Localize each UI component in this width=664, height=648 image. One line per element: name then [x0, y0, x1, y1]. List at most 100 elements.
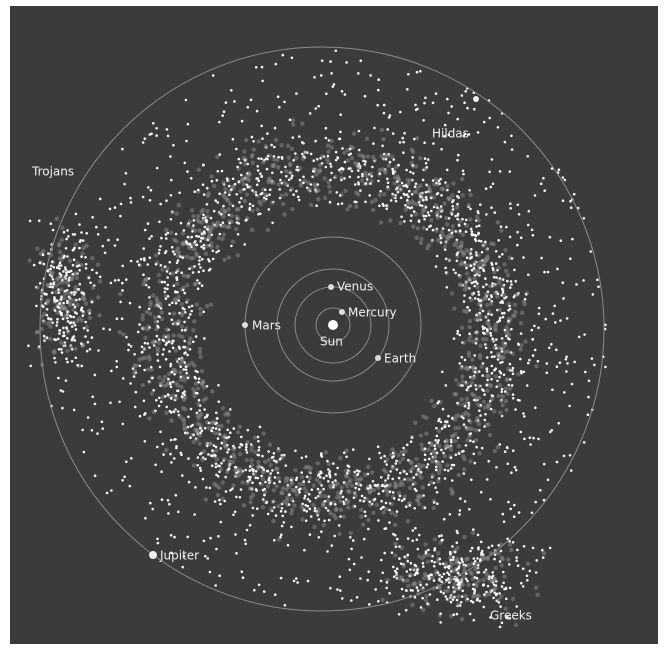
asteroid: [410, 562, 413, 565]
asteroid: [288, 170, 292, 174]
asteroid: [429, 441, 433, 445]
asteroid: [475, 235, 478, 238]
asteroid: [563, 455, 566, 458]
asteroid: [158, 221, 161, 224]
asteroid: [275, 514, 278, 517]
asteroid: [436, 207, 439, 210]
asteroid: [119, 301, 122, 304]
asteroid: [109, 402, 112, 405]
asteroid: [271, 519, 275, 523]
asteroid: [29, 365, 32, 368]
asteroid: [350, 156, 354, 160]
asteroid: [74, 242, 78, 246]
asteroid: [231, 447, 235, 451]
asteroid: [252, 507, 255, 510]
asteroid: [440, 421, 443, 424]
asteroid: [52, 351, 56, 355]
asteroid: [426, 602, 429, 605]
asteroid: [199, 432, 202, 435]
asteroid: [454, 551, 457, 554]
asteroid: [49, 271, 53, 275]
asteroid: [284, 192, 288, 196]
asteroid: [450, 234, 454, 238]
asteroid: [315, 477, 319, 481]
asteroid: [58, 348, 61, 351]
asteroid: [564, 179, 567, 182]
asteroid: [195, 253, 199, 257]
asteroid: [331, 481, 334, 484]
asteroid: [192, 363, 196, 367]
asteroid: [177, 259, 180, 262]
asteroid: [180, 324, 184, 328]
asteroid: [187, 340, 191, 344]
asteroid: [308, 470, 312, 474]
asteroid: [57, 242, 61, 246]
asteroid: [220, 213, 223, 216]
asteroid: [317, 474, 320, 477]
asteroid: [459, 362, 462, 365]
asteroid: [437, 429, 441, 433]
asteroid: [475, 331, 479, 335]
asteroid: [190, 208, 194, 212]
asteroid: [511, 384, 514, 387]
asteroid: [474, 297, 477, 300]
asteroid: [236, 430, 240, 434]
asteroid: [261, 80, 264, 83]
asteroid: [501, 350, 504, 353]
asteroid: [370, 470, 374, 474]
asteroid: [62, 276, 66, 280]
asteroid: [400, 216, 403, 219]
asteroid: [429, 480, 433, 484]
asteroid: [478, 312, 481, 315]
asteroid: [238, 180, 241, 183]
asteroid: [162, 348, 165, 351]
asteroid: [226, 451, 229, 454]
asteroid: [511, 597, 515, 601]
asteroid: [387, 163, 391, 167]
asteroid: [508, 338, 511, 341]
asteroid: [485, 389, 489, 393]
asteroid: [226, 429, 229, 432]
asteroid: [329, 470, 332, 473]
asteroid: [307, 498, 310, 501]
asteroid: [584, 371, 587, 374]
asteroid: [187, 123, 190, 126]
asteroid: [408, 178, 412, 182]
asteroid: [523, 545, 526, 548]
asteroid: [459, 509, 462, 512]
asteroid: [214, 584, 217, 587]
asteroid: [327, 480, 330, 483]
asteroid: [167, 284, 170, 287]
asteroid: [125, 336, 128, 339]
asteroid: [267, 450, 270, 453]
asteroid: [284, 604, 287, 607]
asteroid: [165, 358, 168, 361]
asteroid: [317, 488, 320, 491]
asteroid: [523, 415, 526, 418]
asteroid: [562, 176, 565, 179]
asteroid: [446, 169, 449, 172]
asteroid: [183, 361, 186, 364]
asteroid: [383, 169, 387, 173]
asteroid: [148, 237, 151, 240]
asteroid: [326, 550, 329, 553]
asteroid: [500, 225, 503, 228]
asteroid: [359, 508, 363, 512]
asteroid: [438, 418, 441, 421]
solar-system-diagram: Trojans Hildas Venus Mercury Mars Sun Ea…: [0, 0, 664, 648]
asteroid: [397, 184, 401, 188]
asteroid: [474, 438, 478, 442]
asteroid: [304, 504, 307, 507]
asteroid: [268, 208, 271, 211]
asteroid: [62, 318, 65, 321]
asteroid: [47, 317, 50, 320]
asteroid: [498, 601, 501, 604]
asteroid: [368, 603, 371, 606]
asteroid: [334, 507, 338, 511]
asteroid: [257, 180, 260, 183]
asteroid: [364, 201, 367, 204]
asteroid: [309, 500, 312, 503]
asteroid: [241, 120, 244, 123]
asteroid: [244, 159, 247, 162]
asteroid: [372, 480, 375, 483]
